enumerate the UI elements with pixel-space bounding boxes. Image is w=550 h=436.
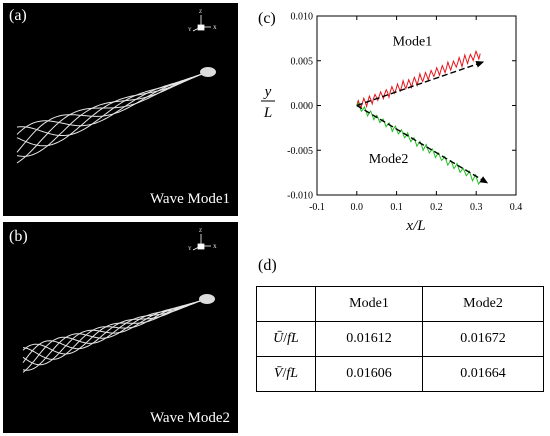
mean-direction-arrow-mode2 bbox=[356, 104, 489, 184]
table-header-mode1: Mode1 bbox=[315, 286, 423, 322]
table-row: Ū/fL 0.01612 0.01672 bbox=[256, 321, 544, 357]
axis-x-label: X bbox=[213, 245, 217, 250]
fish-wave-curve bbox=[16, 73, 203, 164]
y-tick-label: -0.010 bbox=[287, 191, 313, 202]
axis-z-label: Z bbox=[199, 229, 202, 234]
axis-x-label: X bbox=[213, 26, 217, 31]
arrow-head bbox=[479, 176, 489, 184]
x-tick-label: 0.0 bbox=[351, 202, 364, 213]
y-axis-label-den: L bbox=[263, 105, 272, 121]
fish-wave-curve bbox=[22, 300, 201, 360]
table-cell: 0.01664 bbox=[422, 356, 544, 392]
table-header-mode2: Mode2 bbox=[422, 286, 544, 322]
table-row: V̄/fL 0.01606 0.01664 bbox=[256, 356, 544, 392]
fish-wave-curve bbox=[22, 300, 201, 355]
table-header-row: Mode1 Mode2 bbox=[256, 286, 544, 322]
wave-mode1-panel: (a) Z Y X Wave Mode1 bbox=[3, 3, 238, 216]
series-line-mode1 bbox=[356, 49, 481, 109]
mean-direction-arrow-mode1 bbox=[356, 60, 485, 107]
wave-mode1-render: Z Y X bbox=[16, 10, 217, 164]
panel-a-caption: Wave Mode1 bbox=[149, 191, 230, 207]
velocity-table: Mode1 Mode2 Ū/fL 0.01612 0.01672 V̄/fL 0… bbox=[256, 286, 544, 392]
axis-z-label: Z bbox=[199, 10, 202, 15]
y-axis-label-num: y bbox=[263, 84, 272, 100]
axes-orientation-icon bbox=[192, 15, 211, 32]
table-cell: 0.01672 bbox=[422, 321, 544, 357]
panel-b-caption: Wave Mode2 bbox=[149, 410, 230, 426]
x-axis-label: x/L bbox=[405, 218, 425, 234]
fish-wave-curve bbox=[16, 73, 203, 153]
fish-head-mode1 bbox=[200, 67, 216, 77]
panel-d-label: (d) bbox=[258, 257, 277, 274]
wave-mode2-panel: (b) Z Y X Wave Mode2 bbox=[3, 222, 238, 433]
table-corner-cell bbox=[256, 286, 316, 322]
panel-b-label: (b) bbox=[9, 228, 28, 245]
panel-a-label: (a) bbox=[9, 7, 27, 24]
y-tick-label: -0.005 bbox=[287, 146, 313, 157]
annotation-mode1: Mode1 bbox=[393, 35, 433, 50]
x-tick-label: 0.4 bbox=[510, 202, 523, 213]
fish-outline-mode1 bbox=[16, 73, 203, 164]
y-tick-label: 0.010 bbox=[291, 12, 314, 23]
y-tick-label: 0.005 bbox=[291, 56, 314, 67]
arrow-head bbox=[475, 60, 485, 68]
annotation-mode2: Mode2 bbox=[369, 152, 409, 167]
fish-head-mode2 bbox=[199, 294, 215, 304]
panel-c-label: (c) bbox=[258, 10, 276, 27]
y-tick-label: 0.000 bbox=[291, 101, 314, 112]
axes-orientation-icon bbox=[192, 234, 211, 251]
fish-wave-curve bbox=[22, 300, 201, 363]
table-cell: 0.01612 bbox=[315, 321, 423, 357]
wave-mode2-render: Z Y X bbox=[22, 229, 217, 373]
row-label-v: V̄/fL bbox=[256, 356, 316, 392]
fish-wave-curve bbox=[22, 300, 201, 366]
x-tick-label: 0.1 bbox=[390, 202, 403, 213]
x-tick-label: 0.3 bbox=[470, 202, 483, 213]
axis-y-label: Y bbox=[188, 247, 192, 252]
trajectory-chart: -0.1 0.0 0.1 0.2 0.3 0.4 0.010 0.005 0.000 -0.005… bbox=[261, 12, 523, 234]
axis-y-label: Y bbox=[188, 28, 192, 33]
series-line-mode2 bbox=[356, 101, 481, 186]
fish-outline-mode2 bbox=[22, 300, 201, 373]
x-tick-label: 0.2 bbox=[430, 202, 443, 213]
row-label-u: Ū/fL bbox=[256, 321, 316, 357]
x-tick-label: -0.1 bbox=[309, 202, 325, 213]
table-cell: 0.01606 bbox=[315, 356, 423, 392]
